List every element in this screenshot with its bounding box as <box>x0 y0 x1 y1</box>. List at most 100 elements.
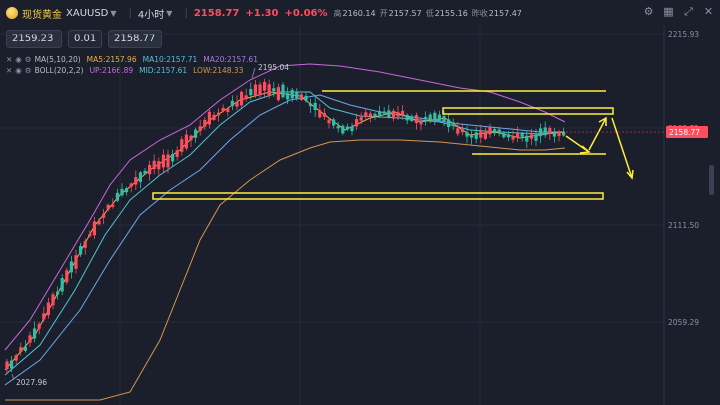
high-value: 2160.14 <box>342 8 376 18</box>
candle-body <box>336 126 340 129</box>
prev-close-value: 2157.47 <box>488 8 522 18</box>
arrow-target-line <box>611 117 633 179</box>
candle-body <box>410 116 414 121</box>
symbol-dropdown-icon[interactable]: ▼ <box>110 8 117 18</box>
candle-body <box>534 134 538 141</box>
candle-body <box>299 94 303 100</box>
instrument-symbol[interactable]: XAUUSD <box>66 7 109 19</box>
candle-body <box>230 100 234 107</box>
boll-lower-line <box>5 139 566 401</box>
low-marker-line <box>11 373 15 381</box>
indicator-settings-icon[interactable]: ⚙ <box>24 66 32 75</box>
candle-body <box>502 133 506 138</box>
candle-body <box>341 125 345 134</box>
candle-body <box>253 84 257 96</box>
period-selector[interactable]: 4小时 <box>137 9 165 21</box>
candle-body <box>396 112 400 117</box>
visibility-icon[interactable]: ◉ <box>15 66 22 75</box>
candle-body <box>447 119 451 128</box>
candle-body <box>42 313 46 320</box>
chart-header: 现货黄金 XAUUSD ▼ | 4小时 ▼ | 2158.77 +1.30 +0… <box>0 0 720 26</box>
low-marker-label: 2027.96 <box>16 378 47 387</box>
candle-body <box>543 127 547 136</box>
candle-body <box>511 137 515 140</box>
candle-body <box>474 132 478 139</box>
candle-body <box>194 129 198 138</box>
candle-body <box>364 112 368 118</box>
candle-body <box>129 183 133 187</box>
candle-body <box>148 164 152 175</box>
candle-body <box>138 172 142 182</box>
candle-body <box>322 112 326 117</box>
ma5-value: MA5:2157.96 <box>86 55 137 64</box>
candle-body <box>33 328 37 339</box>
candle-body <box>134 177 138 185</box>
candle-body <box>171 154 175 162</box>
high-label: 高 <box>333 8 342 18</box>
arrow-down-head <box>579 145 591 154</box>
hide-indicator-icon[interactable]: ✕ <box>6 66 13 75</box>
candle-body <box>378 111 382 115</box>
price-axis[interactable]: 2215.93 2163.71 2111.50 2059.29 <box>668 30 699 327</box>
candle-body <box>56 291 60 295</box>
candle-body <box>92 221 96 236</box>
candle-body <box>212 114 216 120</box>
low-value: 2155.16 <box>434 8 468 18</box>
candle-body <box>506 134 510 138</box>
ma-name: MA(5,10,20) <box>34 55 81 64</box>
candle-body <box>419 120 423 125</box>
candle-body <box>157 161 161 170</box>
candle-body <box>258 84 262 95</box>
candle-body <box>529 134 533 139</box>
candle-body <box>552 133 556 137</box>
candle-body <box>28 335 32 343</box>
candle-body <box>465 132 469 137</box>
close-icon[interactable]: ✕ <box>703 5 714 18</box>
candle-body <box>10 360 14 369</box>
annotations <box>152 90 634 200</box>
candle-body <box>5 361 9 370</box>
instrument-name[interactable]: 现货黄金 <box>22 9 62 21</box>
boll-up-value: UP:2166.89 <box>89 66 134 75</box>
candle-body <box>125 188 129 193</box>
candle-body <box>442 116 446 122</box>
divider: | <box>184 7 188 19</box>
visibility-icon[interactable]: ◉ <box>15 55 22 64</box>
ma-indicator-legend: ✕ ◉ ⚙ MA(5,10,20) MA5:2157.96 MA10:2157.… <box>6 55 264 64</box>
candle-body <box>226 108 230 113</box>
boll-name: BOLL(20,2,2) <box>34 66 84 75</box>
candle-body <box>244 95 248 99</box>
ma20-line <box>4 94 565 386</box>
candle-body <box>350 126 354 132</box>
candle-body <box>359 117 363 121</box>
candle-body <box>318 110 322 118</box>
candle-body <box>479 130 483 138</box>
candle-body <box>424 116 428 120</box>
current-price-label: 2158.77 <box>669 128 700 137</box>
candle-body <box>161 154 165 168</box>
candle-body <box>272 88 276 92</box>
candle-body <box>460 129 464 133</box>
period-dropdown-icon[interactable]: ▼ <box>166 8 173 18</box>
candle-body <box>497 129 501 133</box>
gold-logo-icon <box>6 7 18 19</box>
indicator-settings-icon[interactable]: ⚙ <box>24 55 32 64</box>
candle-body <box>235 101 239 107</box>
price-change: +1.30 <box>245 7 279 19</box>
axis-tick-label: 2111.50 <box>668 221 699 230</box>
candle-body <box>166 154 170 168</box>
candle-body <box>23 346 27 351</box>
candle-body <box>175 150 179 157</box>
scrollbar-handle[interactable] <box>709 165 714 195</box>
hide-indicator-icon[interactable]: ✕ <box>6 55 13 64</box>
candle-body <box>295 92 299 99</box>
candle-body <box>111 204 115 207</box>
candle-body <box>46 302 50 316</box>
candle-body <box>488 127 492 135</box>
settings-icon[interactable]: ⚙ <box>643 5 654 18</box>
fullscreen-icon[interactable]: ⤢ <box>684 5 693 18</box>
layout-icon[interactable]: ▦ <box>663 5 674 18</box>
candle-body <box>263 81 267 91</box>
candle-body <box>88 234 92 237</box>
